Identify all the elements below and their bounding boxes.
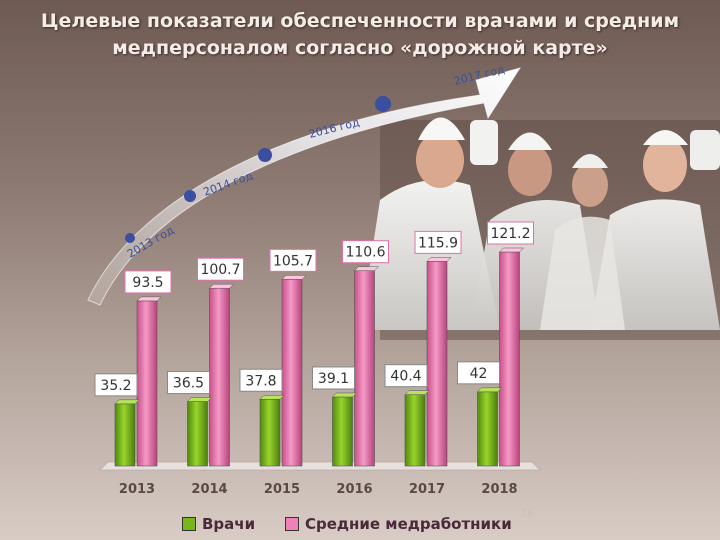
x-tick-label: 2014 [191, 482, 227, 497]
data-label: 36.5 [173, 376, 204, 392]
legend-label: Врачи [202, 515, 256, 533]
bar-doctors [259, 398, 281, 467]
data-label-box [167, 371, 210, 395]
data-label: 35.2 [100, 378, 131, 394]
slide-number: 26 [520, 508, 534, 519]
bar-top [208, 283, 235, 289]
data-label: 100.7 [200, 262, 240, 278]
slide-title: Целевые показатели обеспеченности врачам… [40, 10, 680, 59]
x-tick-label: 2017 [409, 482, 445, 497]
bar-top [186, 397, 213, 402]
bar-nurses [136, 300, 158, 467]
data-label-box [197, 257, 244, 281]
bar-top [259, 395, 285, 400]
data-label: 115.9 [418, 235, 458, 251]
chart-floor [99, 461, 541, 471]
bar-doctors [477, 391, 498, 467]
bar-top [114, 399, 140, 405]
data-label: 93.5 [132, 275, 163, 291]
legend-item: Средние медработники [285, 515, 512, 533]
bar-top [331, 392, 358, 398]
data-label: 105.7 [273, 253, 313, 269]
data-label-box [342, 240, 389, 264]
roadmap-marker [258, 148, 272, 162]
data-label: 40.4 [390, 369, 421, 385]
data-label: 39.1 [318, 371, 349, 387]
legend-swatch [182, 517, 196, 531]
bar-doctors [332, 396, 353, 467]
legend-item: Врачи [182, 515, 255, 533]
x-tick-label: 2013 [119, 482, 155, 497]
data-label-box [312, 366, 355, 390]
data-label-box [239, 368, 283, 392]
bar-nurses [354, 270, 375, 467]
data-label-box [457, 361, 500, 385]
bar-doctors [404, 394, 426, 467]
bar-nurses [499, 251, 520, 467]
data-label: 42 [470, 366, 488, 382]
data-label-box [487, 221, 534, 245]
bar-doctors [114, 403, 136, 467]
data-label: 110.6 [345, 245, 385, 261]
roadmap-marker [125, 233, 135, 243]
bar-top [281, 275, 307, 280]
bar-doctors [187, 401, 208, 467]
data-label-box [124, 270, 172, 294]
data-label-box [269, 248, 317, 272]
roadmap-marker [184, 190, 196, 202]
roadmap-marker [375, 96, 391, 112]
bar-nurses [281, 279, 303, 467]
bar-nurses [426, 261, 448, 467]
bar-top [498, 247, 525, 253]
bar-top [426, 257, 452, 262]
bar-top [404, 390, 430, 395]
x-tick-label: 2018 [481, 482, 517, 497]
bar-top [353, 266, 380, 271]
data-label-box [384, 364, 428, 388]
data-label-box [94, 373, 138, 397]
data-label: 37.8 [245, 373, 276, 389]
data-label: 121.2 [490, 226, 530, 242]
x-tick-label: 2015 [264, 482, 300, 497]
x-tick-label: 2016 [336, 482, 372, 497]
legend-swatch [285, 517, 299, 531]
data-label-box [414, 230, 462, 254]
legend-label: Средние медработники [305, 515, 512, 533]
bar-top [476, 387, 503, 393]
bar-top [136, 296, 162, 302]
bar-nurses [209, 287, 230, 467]
